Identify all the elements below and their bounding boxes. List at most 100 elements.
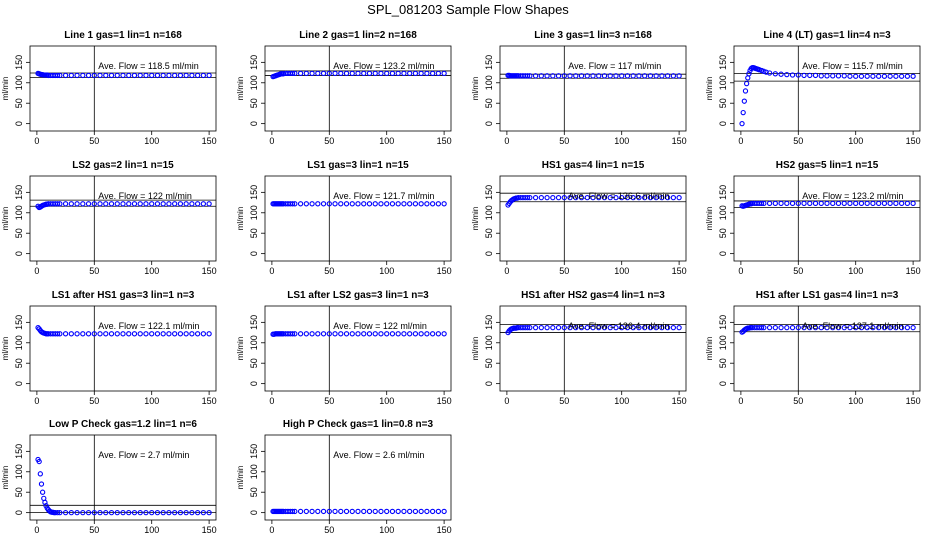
data-point: [818, 200, 824, 207]
x-tick-label: 150: [672, 136, 687, 146]
data-point: [567, 195, 573, 201]
y-tick-label: 150: [249, 444, 259, 459]
x-tick-label: 50: [559, 396, 569, 406]
y-tick-label: 150: [14, 444, 24, 459]
y-axis-label: ml/min: [1, 207, 10, 231]
y-axis-label: ml/min: [705, 207, 714, 231]
data-point: [62, 201, 69, 207]
panel-title: HS2 gas=5 lin=1 n=15: [776, 160, 879, 171]
data-point: [441, 508, 447, 515]
data-point: [567, 73, 573, 79]
data-point: [619, 325, 625, 331]
average-flow-label: Ave. Flow = 137.1 ml/min: [802, 321, 903, 331]
data-point: [42, 499, 48, 506]
data-point: [887, 73, 893, 79]
data-point: [407, 201, 413, 207]
data-point: [332, 331, 338, 337]
data-point: [441, 70, 447, 77]
data-point: [741, 98, 747, 104]
data-point: [166, 201, 172, 207]
data-point: [57, 72, 63, 79]
panel-9: LS1 after HS1 gas=3 lin=1 n=3 ml/min 0 50 10…: [1, 290, 217, 406]
data-point: [401, 70, 407, 77]
data-point: [835, 325, 842, 331]
data-point: [818, 325, 824, 331]
data-point: [366, 508, 373, 515]
data-point: [561, 195, 567, 201]
average-flow-label: Ave. Flow = 115.7 ml/min: [802, 61, 902, 71]
data-point: [131, 509, 138, 516]
data-point: [578, 195, 585, 201]
data-point: [853, 200, 859, 207]
y-tick-label: 0: [14, 251, 24, 256]
data-point: [303, 70, 309, 77]
data-point: [200, 72, 207, 79]
plot-frame: [29, 434, 217, 521]
x-tick-label: 100: [614, 136, 629, 146]
data-point: [320, 201, 327, 207]
y-tick-label: 50: [718, 98, 728, 108]
x-tick-label: 150: [906, 266, 921, 276]
data-point: [120, 201, 126, 207]
data-point: [38, 481, 45, 487]
data-point: [624, 195, 631, 201]
plot-frame: [264, 45, 452, 132]
data-point: [200, 201, 207, 207]
x-tick-label: 0: [34, 266, 39, 276]
data-point: [412, 201, 419, 207]
data-point: [355, 70, 361, 77]
data-point: [418, 201, 424, 207]
y-tick-label: 0: [484, 381, 494, 386]
data-point: [378, 508, 384, 515]
data-point: [653, 73, 659, 79]
y-axis-label: ml/min: [1, 337, 10, 361]
panel-7: HS1 gas=4 lin=1 n=15 ml/min 0 50 100 150 0 50 10…: [471, 160, 687, 276]
y-tick-label: 150: [484, 185, 494, 200]
data-point: [887, 325, 893, 331]
y-tick-label: 100: [484, 205, 494, 220]
data-point: [784, 200, 790, 207]
y-tick-label: 100: [14, 335, 24, 350]
data-point: [194, 201, 201, 207]
x-tick-label: 50: [793, 266, 803, 276]
plot-frame: [733, 45, 921, 132]
data-point: [143, 201, 149, 207]
data-point: [126, 509, 132, 516]
y-tick-label: 150: [249, 55, 259, 70]
data-point: [54, 72, 61, 79]
data-point: [149, 201, 155, 207]
y-tick-label: 150: [14, 185, 24, 200]
data-point: [630, 73, 636, 79]
data-point: [91, 509, 97, 516]
data-point: [97, 331, 103, 337]
y-axis-label: ml/min: [471, 77, 480, 101]
data-point: [758, 200, 765, 207]
data-point: [80, 509, 86, 516]
data-point: [120, 72, 126, 79]
data-point: [160, 331, 166, 337]
data-point: [378, 70, 384, 77]
data-point: [824, 200, 830, 207]
data-point: [54, 331, 61, 337]
x-tick-label: 150: [202, 396, 217, 406]
data-point: [54, 509, 61, 516]
data-point: [550, 73, 556, 79]
data-point: [824, 73, 830, 79]
data-point: [910, 200, 916, 207]
data-point: [766, 70, 773, 76]
data-point: [292, 331, 298, 337]
data-point: [898, 325, 905, 331]
x-tick-label: 0: [738, 396, 743, 406]
data-point: [372, 70, 378, 77]
data-point: [57, 509, 63, 516]
panel-12: HS1 after LS1 gas=4 lin=1 n=3 ml/min 0 50 10…: [705, 290, 921, 406]
data-point: [378, 331, 384, 337]
y-tick-label: 50: [14, 228, 24, 238]
data-point: [801, 325, 807, 331]
data-point: [807, 200, 813, 207]
data-point: [864, 200, 870, 207]
data-point: [550, 325, 556, 331]
y-axis-label: ml/min: [705, 337, 714, 361]
x-tick-label: 150: [906, 136, 921, 146]
